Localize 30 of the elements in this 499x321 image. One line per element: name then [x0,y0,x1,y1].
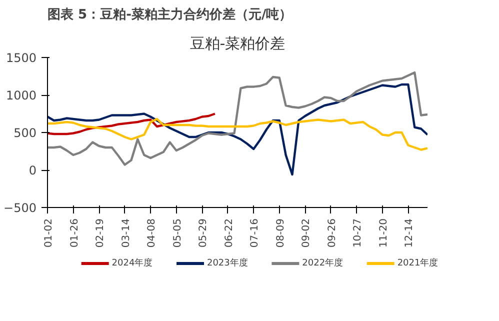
x-tick-label: 01-26 [69,218,80,248]
line-series [48,118,428,151]
x-tick-label: 03-14 [120,218,132,248]
x-tick-label: 05-05 [172,218,184,248]
y-tick-label: 0 [28,164,37,178]
x-tick-label: 09-02 [301,218,312,248]
chart-title: 图表 5：豆粕-菜粕主力合约价差（元/吨） [48,6,292,22]
x-tick-label: 05-29 [198,218,210,248]
x-tick-label: 10-27 [352,218,364,248]
chart-subtitle: 豆粕-菜粕价差 [190,34,286,52]
y-tick-label: −500 [4,201,37,215]
x-tick-label: 12-14 [404,218,416,248]
x-tick-label: 06-22 [224,218,235,248]
legend-label: 2021年度 [397,258,438,268]
x-tick-label: 11-20 [378,218,390,248]
x-tick-label: 01-02 [44,218,54,248]
legend-label: 2024年度 [112,258,153,268]
y-tick-label: 1500 [6,51,37,65]
x-tick-label: 08-09 [275,218,286,248]
x-tick-label: 09-26 [326,218,338,248]
y-tick-label: 500 [14,126,36,140]
x-tick-label: 04-08 [146,218,158,248]
y-tick-label: 1000 [6,88,37,102]
line-series [48,112,216,136]
legend-label: 2022年度 [302,258,344,268]
line-series [48,83,428,176]
x-tick-label: 07-16 [250,218,261,248]
legend-label: 2023年度 [206,258,248,268]
line-series [48,71,428,166]
x-tick-label: 02-19 [95,218,106,248]
